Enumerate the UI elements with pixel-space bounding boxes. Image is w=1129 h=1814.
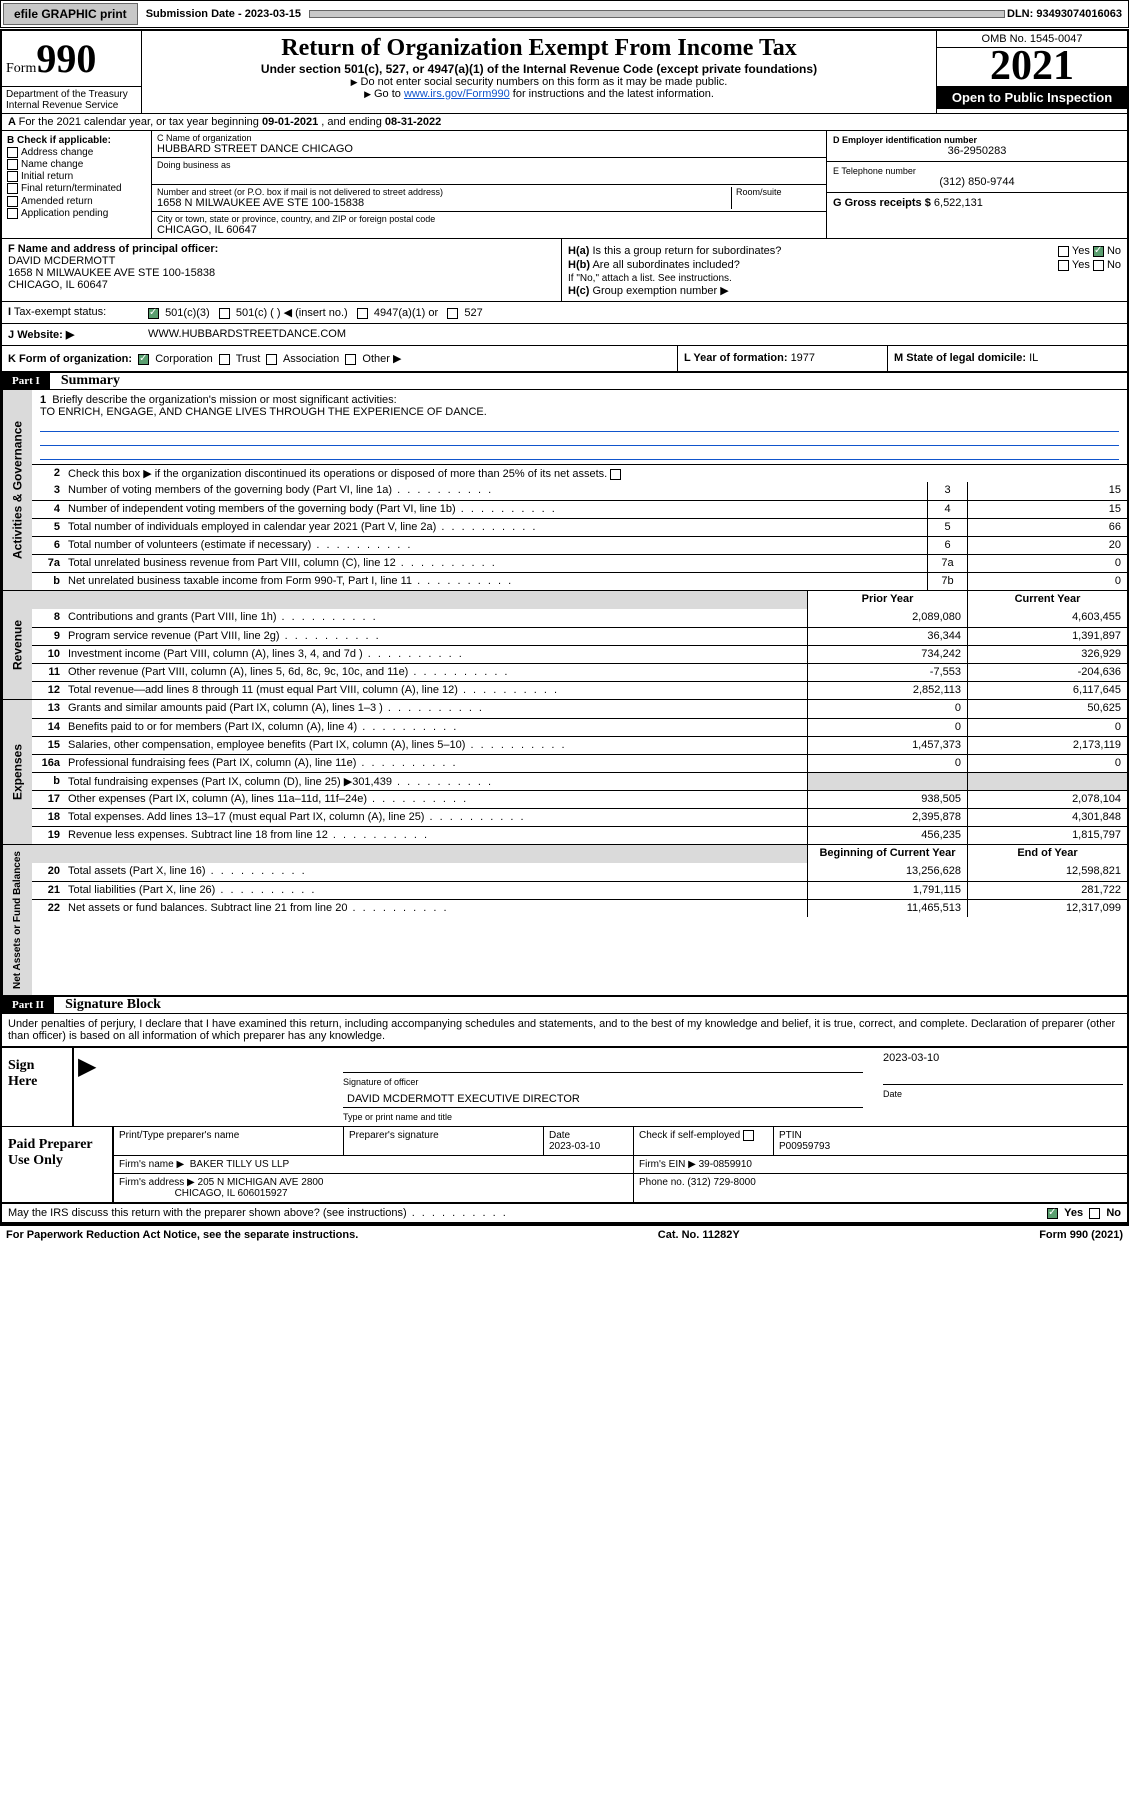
city-label: City or town, state or province, country… <box>157 214 821 224</box>
irs-link[interactable]: www.irs.gov/Form990 <box>404 88 510 100</box>
sig-date: 2023-03-10 <box>883 1052 1123 1064</box>
side-netassets: Net Assets or Fund Balances <box>2 845 32 995</box>
cb-assoc[interactable] <box>266 354 277 365</box>
topbar: efile GRAPHIC print Submission Date - 20… <box>0 0 1129 28</box>
hb-label: Are all subordinates included? <box>592 259 739 271</box>
cb-address-change[interactable] <box>7 147 18 158</box>
topbar-spacer <box>309 10 1005 18</box>
hb-note: If "No," attach a list. See instructions… <box>568 273 1121 284</box>
cb-corp[interactable] <box>138 354 149 365</box>
ein-label: D Employer identification number <box>833 135 977 145</box>
pt-sig-label: Preparer's signature <box>349 1130 439 1141</box>
org-name-label: C Name of organization <box>157 133 821 143</box>
pra-notice: For Paperwork Reduction Act Notice, see … <box>6 1229 358 1241</box>
part2-header: Part II <box>2 997 54 1013</box>
side-revenue: Revenue <box>2 591 32 699</box>
cb-hb-no[interactable] <box>1093 260 1104 271</box>
submission-date-label: Submission Date - 2023-03-15 <box>140 8 307 20</box>
gross-label: G Gross receipts $ <box>833 197 934 209</box>
cb-application-pending[interactable] <box>7 208 18 219</box>
tax-year-line: A For the 2021 calendar year, or tax yea… <box>2 114 1127 131</box>
cb-4947[interactable] <box>357 308 368 319</box>
q2: Check this box ▶ if the organization dis… <box>64 465 1127 482</box>
cb-other[interactable] <box>345 354 356 365</box>
side-expenses: Expenses <box>2 700 32 844</box>
org-name: HUBBARD STREET DANCE CHICAGO <box>157 143 821 155</box>
year-box: OMB No. 1545-0047 2021 Open to Public In… <box>937 31 1127 114</box>
cb-501c[interactable] <box>219 308 230 319</box>
officer-name: DAVID MCDERMOTT <box>8 255 555 267</box>
cb-ha-no[interactable] <box>1093 246 1104 257</box>
firm-name: BAKER TILLY US LLP <box>190 1159 290 1170</box>
paid-preparer: Paid Preparer Use Only <box>2 1127 112 1202</box>
ha-label: Is this a group return for subordinates? <box>592 245 781 257</box>
website-label: Website: ▶ <box>17 329 74 341</box>
officer-addr2: CHICAGO, IL 60647 <box>8 279 555 291</box>
cb-ha-yes[interactable] <box>1058 246 1069 257</box>
firm-addr1: 205 N MICHIGAN AVE 2800 <box>198 1177 324 1188</box>
pt-name-label: Print/Type preparer's name <box>119 1130 239 1141</box>
cb-self-employed[interactable] <box>743 1130 754 1141</box>
cb-may-no[interactable] <box>1089 1208 1100 1219</box>
cb-501c3[interactable] <box>148 308 159 319</box>
officer-addr1: 1658 N MILWAUKEE AVE STE 100-15838 <box>8 267 555 279</box>
check-if-applicable: B Check if applicable: Address change Na… <box>2 131 152 238</box>
perjury-declaration: Under penalties of perjury, I declare th… <box>2 1014 1127 1046</box>
telephone: (312) 850-9744 <box>833 176 1121 188</box>
cb-discontinued[interactable] <box>610 469 621 480</box>
tel-label: E Telephone number <box>833 166 1121 176</box>
hc-label: Group exemption number ▶ <box>592 285 728 297</box>
dba-label: Doing business as <box>157 160 821 170</box>
year-formation: 1977 <box>791 352 815 364</box>
cb-trust[interactable] <box>219 354 230 365</box>
org-address: 1658 N MILWAUKEE AVE STE 100-15838 <box>157 197 731 209</box>
prior-year-hdr: Prior Year <box>807 591 967 609</box>
principal-officer-label: F Name and address of principal officer: <box>8 243 218 255</box>
gross-receipts: 6,522,131 <box>934 197 983 209</box>
cat-no: Cat. No. 11282Y <box>658 1229 740 1241</box>
sig-officer-label: Signature of officer <box>343 1077 863 1087</box>
may-discuss: May the IRS discuss this return with the… <box>8 1207 1047 1219</box>
ptin: P00959793 <box>779 1141 830 1152</box>
website: WWW.HUBBARDSTREETDANCE.COM <box>148 328 346 340</box>
pt-date: 2023-03-10 <box>549 1141 600 1152</box>
addr-label: Number and street (or P.O. box if mail i… <box>157 187 731 197</box>
sign-here: Sign Here <box>2 1048 72 1126</box>
pt-self-employed: Check if self-employed <box>639 1130 740 1141</box>
form-title: Return of Organization Exempt From Incom… <box>142 31 937 114</box>
begin-year-hdr: Beginning of Current Year <box>807 845 967 863</box>
firm-ein: 39-0859910 <box>699 1159 752 1170</box>
ein: 36-2950283 <box>833 145 1121 157</box>
cb-initial-return[interactable] <box>7 171 18 182</box>
firm-phone: (312) 729-8000 <box>687 1177 755 1188</box>
cb-name-change[interactable] <box>7 159 18 170</box>
side-governance: Activities & Governance <box>2 390 32 590</box>
q1: Briefly describe the organization's miss… <box>52 394 396 406</box>
dept-treasury: Department of the Treasury Internal Reve… <box>2 87 142 114</box>
efile-print-button[interactable]: efile GRAPHIC print <box>3 3 138 25</box>
mission-text: TO ENRICH, ENGAGE, AND CHANGE LIVES THRO… <box>40 406 1119 418</box>
tax-exempt-label: Tax-exempt status: <box>14 306 106 318</box>
form-org-row: K Form of organization: Corporation Trus… <box>2 346 677 371</box>
officer-typed-name: DAVID MCDERMOTT EXECUTIVE DIRECTOR <box>343 1091 863 1108</box>
type-name-label: Type or print name and title <box>343 1112 863 1122</box>
cb-may-yes[interactable] <box>1047 1208 1058 1219</box>
part1-title: Summary <box>53 371 128 390</box>
state-domicile: IL <box>1029 352 1038 364</box>
part1-header: Part I <box>2 373 50 389</box>
dln: DLN: 93493074016063 <box>1007 8 1128 20</box>
firm-addr2: CHICAGO, IL 606015927 <box>175 1188 288 1199</box>
cb-amended-return[interactable] <box>7 196 18 207</box>
end-year-hdr: End of Year <box>967 845 1127 863</box>
room-label: Room/suite <box>736 187 821 197</box>
current-year-hdr: Current Year <box>967 591 1127 609</box>
form-footer: Form 990 (2021) <box>1039 1229 1123 1241</box>
form-990-label: Form990 <box>2 31 142 87</box>
org-city: CHICAGO, IL 60647 <box>157 224 821 236</box>
sig-date-label: Date <box>883 1089 1123 1099</box>
cb-final-return[interactable] <box>7 183 18 194</box>
cb-527[interactable] <box>447 308 458 319</box>
cb-hb-yes[interactable] <box>1058 260 1069 271</box>
part2-title: Signature Block <box>57 995 169 1014</box>
